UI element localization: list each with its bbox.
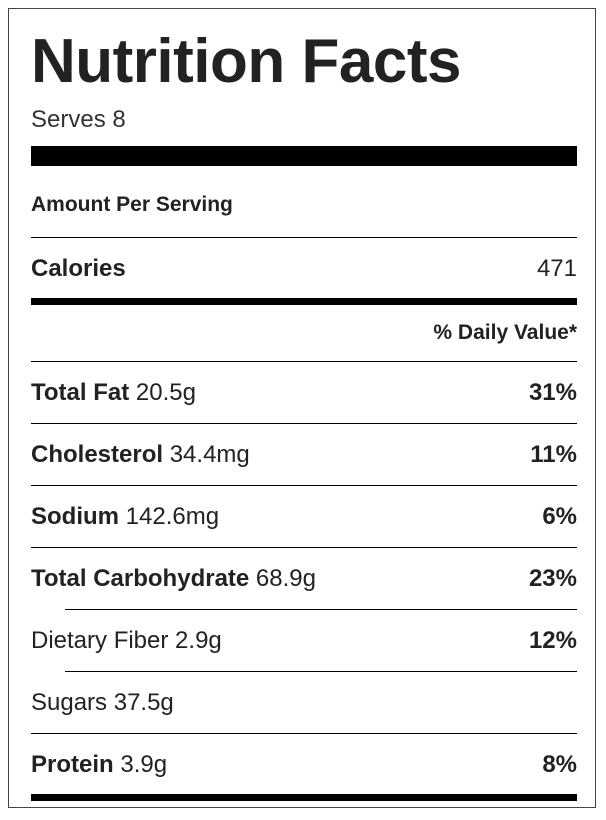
nutrient-daily-value: 31% (528, 379, 577, 406)
nutrient-amount: 2.9g (175, 627, 222, 654)
divider (31, 485, 577, 486)
divider (31, 237, 577, 238)
nutrient-name: Total Fat (31, 379, 130, 406)
divider (31, 423, 577, 424)
nutrient-row-total-fat: Total Fat 20.5g 31% (31, 378, 577, 408)
divider (65, 671, 577, 672)
bottom-divider (31, 794, 577, 801)
nutrient-amount: 3.9g (120, 751, 168, 778)
nutrient-amount: 37.5g (113, 689, 174, 716)
nutrient-name: Sugars (31, 689, 108, 716)
medium-divider (31, 298, 577, 305)
nutrient-amount: 68.9g (255, 565, 316, 592)
amount-per-serving-row: Amount Per Serving (31, 190, 577, 220)
daily-value-header: % Daily Value* (433, 321, 577, 344)
divider (65, 609, 577, 610)
nutrient-row-sodium: Sodium 142.6mg 6% (31, 502, 577, 532)
nutrient-row-total-carbohydrate: Total Carbohydrate 68.9g 23% (31, 564, 577, 594)
nutrition-label: Nutrition Facts Serves 8 Amount Per Serv… (8, 8, 596, 808)
nutrient-daily-value: 6% (542, 503, 577, 530)
calories-value: 471 (536, 255, 577, 282)
nutrient-daily-value: 8% (542, 751, 577, 778)
servings-text: Serves 8 (31, 106, 126, 133)
nutrient-amount: 20.5g (135, 379, 196, 406)
nutrient-daily-value: 11% (530, 441, 577, 468)
divider (31, 733, 577, 734)
daily-value-header-row: % Daily Value* (31, 318, 577, 348)
nutrient-row-cholesterol: Cholesterol 34.4mg 11% (31, 440, 577, 470)
nutrient-row-dietary-fiber: Dietary Fiber 2.9g 12% (31, 626, 577, 656)
divider (31, 361, 577, 362)
label-title: Nutrition Facts (31, 27, 461, 96)
nutrient-name: Total Carbohydrate (31, 565, 250, 592)
nutrient-name: Cholesterol (31, 441, 164, 468)
nutrition-label-body: Nutrition Facts Serves 8 Amount Per Serv… (31, 9, 577, 807)
calories-row: Calories 471 (31, 254, 577, 284)
divider (31, 547, 577, 548)
amount-per-serving-label: Amount Per Serving (31, 193, 233, 216)
nutrient-daily-value: 12% (528, 627, 577, 654)
nutrient-row-protein: Protein 3.9g 8% (31, 750, 577, 780)
nutrient-name: Dietary Fiber (31, 627, 169, 654)
nutrient-amount: 34.4mg (169, 441, 250, 468)
nutrient-amount: 142.6mg (125, 503, 220, 530)
nutrient-daily-value: 23% (528, 565, 577, 592)
nutrient-name: Sodium (31, 503, 119, 530)
nutrient-name: Protein (31, 751, 114, 778)
nutrient-row-sugars: Sugars 37.5g (31, 688, 577, 718)
thick-divider-top (31, 146, 577, 166)
calories-label: Calories (31, 255, 126, 282)
